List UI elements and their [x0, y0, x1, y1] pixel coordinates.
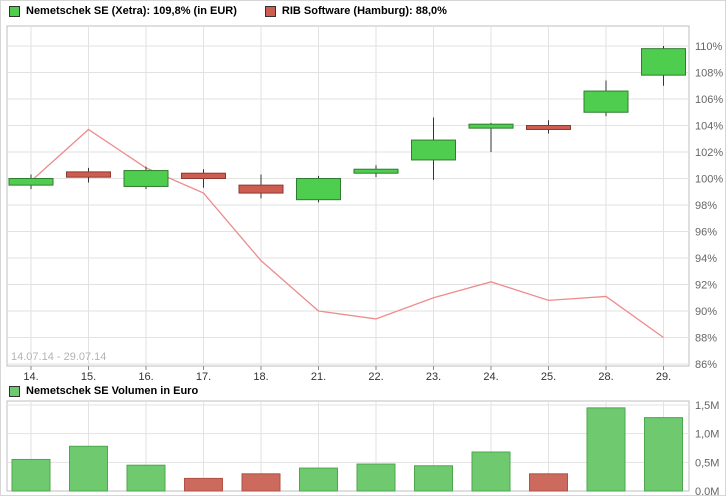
date-label: 23. [426, 371, 441, 383]
candle [353, 168, 399, 174]
volume-series-swatch-icon [9, 385, 20, 397]
date-label: 16. [138, 371, 153, 383]
volume-bar [414, 465, 453, 492]
candle [181, 172, 226, 179]
candle [526, 125, 571, 130]
price-axis-label: 98% [695, 200, 717, 212]
legend-item-volume: Nemetschek SE Volumen in Euro [9, 385, 198, 397]
volume-axis-label: 1,5M [695, 400, 719, 412]
candle [123, 170, 169, 187]
volume-bar [11, 458, 51, 492]
volume-bar [529, 473, 568, 492]
volume-bar [184, 477, 223, 492]
price-axis-label: 102% [695, 147, 723, 159]
legend-label-nemetschek: Nemetschek SE (Xetra): 109,8% (in EUR) [26, 5, 237, 17]
candle [238, 184, 284, 194]
date-label: 25. [541, 371, 556, 383]
volume-bar [299, 467, 338, 492]
candle [66, 171, 111, 178]
volume-plot-area [6, 400, 690, 492]
volume-bar [356, 463, 396, 492]
price-axis-label: 108% [695, 68, 723, 80]
legend-item-rib-software: RIB Software (Hamburg): 88,0% [264, 5, 447, 17]
price-axis-label: 104% [695, 121, 723, 133]
date-label: 29. [656, 371, 671, 383]
candle [8, 178, 54, 186]
candle [411, 139, 456, 161]
volume-bar [644, 417, 683, 492]
price-axis-label: 88% [695, 333, 717, 345]
volume-bar [69, 445, 108, 492]
price-axis-label: 96% [695, 227, 717, 239]
price-axis-label: 110% [695, 41, 723, 53]
date-label: 21. [311, 371, 326, 383]
date-label: 24. [483, 371, 498, 383]
date-range-watermark: 14.07.14 - 29.07.14 [11, 351, 107, 363]
volume-bar [586, 407, 626, 492]
date-label: 14. [23, 371, 38, 383]
candle [296, 178, 341, 201]
candle [468, 123, 514, 129]
candle [583, 90, 629, 113]
volume-axis-label: 0,0M [695, 486, 719, 496]
price-axis-label: 92% [695, 280, 717, 292]
price-axis-label: 86% [695, 359, 717, 371]
price-axis-label: 90% [695, 306, 717, 318]
date-label: 18. [253, 371, 268, 383]
volume-bar [241, 473, 281, 492]
volume-axis-label: 1,0M [695, 429, 719, 441]
price-axis-label: 94% [695, 253, 717, 265]
volume-bar [471, 451, 511, 492]
legend-label-rib-software: RIB Software (Hamburg): 88,0% [281, 5, 447, 17]
legend-item-nemetschek: Nemetschek SE (Xetra): 109,8% (in EUR) [9, 5, 237, 17]
date-label: 28. [598, 371, 613, 383]
rib-series-swatch-icon [264, 5, 276, 17]
volume-chart-legend: Nemetschek SE Volumen in Euro [9, 385, 198, 397]
nemetschek-series-swatch-icon [9, 5, 20, 17]
volume-axis-label: 0,5M [695, 457, 719, 469]
date-label: 17. [196, 371, 211, 383]
legend-label-volume: Nemetschek SE Volumen in Euro [26, 385, 199, 397]
price-plot-area [6, 25, 690, 367]
volume-bar [126, 464, 166, 492]
rib-software-line [30, 128, 664, 339]
price-axis-label: 100% [695, 174, 723, 186]
date-label: 15. [81, 371, 96, 383]
candle [641, 48, 686, 76]
price-chart-legend: Nemetschek SE (Xetra): 109,8% (in EUR) R… [9, 5, 447, 17]
date-label: 22. [368, 371, 383, 383]
price-axis-label: 106% [695, 94, 723, 106]
